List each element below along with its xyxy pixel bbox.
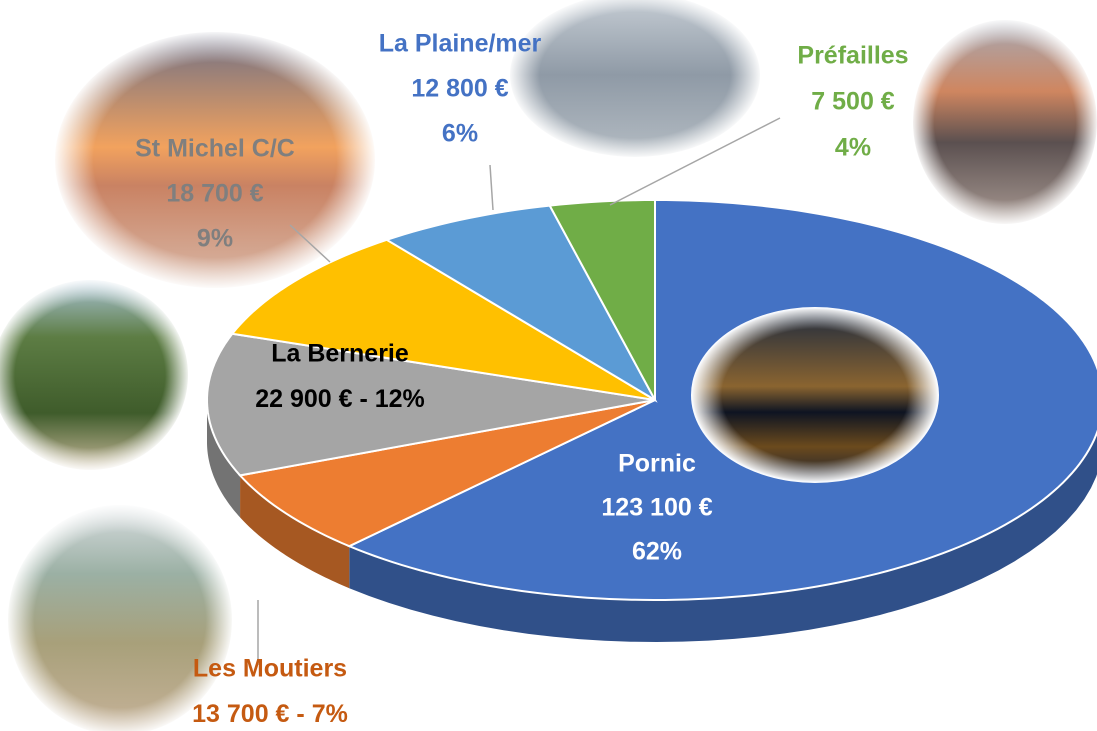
pie (206, 198, 1097, 642)
category-label: La Plaine/mer (379, 30, 542, 58)
leader-lines (257, 117, 781, 665)
data-label: 13 700 € - 7% (192, 700, 348, 728)
value-label: 22 900 € (255, 385, 352, 413)
label-separator: - (296, 700, 304, 728)
value-label: 7 500 € (811, 88, 895, 116)
leader-line (289, 224, 331, 263)
category-label: Préfailles (797, 42, 908, 70)
percent-label: 7% (312, 700, 348, 728)
slice (206, 332, 656, 477)
percent-label: 6% (442, 120, 478, 148)
percent-label: 62% (632, 538, 682, 566)
value-label: 13 700 € (192, 700, 289, 728)
photo-fade (508, 0, 762, 159)
value-label: 18 700 € (166, 180, 263, 208)
leader-line (609, 117, 781, 206)
category-label: Les Moutiers (193, 655, 347, 683)
slice (548, 198, 656, 401)
label-separator: - (359, 385, 367, 413)
category-label: La Bernerie (271, 340, 409, 368)
percent-label: 12% (375, 385, 425, 413)
slice-side (349, 432, 1097, 642)
percent-label: 4% (835, 134, 871, 162)
category-label: Pornic (618, 450, 696, 478)
photo-fade (911, 18, 1097, 226)
photo-fade (0, 278, 190, 472)
slice-side (207, 400, 241, 518)
labels: Pornic 123 100 € 62% Les Moutiers 13 700 € -… (135, 30, 908, 728)
slice (238, 399, 656, 548)
data-label: 22 900 € - 12% (255, 385, 425, 413)
value-label: 12 800 € (411, 75, 508, 103)
slice (230, 238, 656, 401)
photo-fade (6, 503, 234, 731)
percent-label: 9% (197, 225, 233, 253)
leader-line (489, 164, 494, 211)
photo-fade (53, 30, 377, 290)
photos-front (691, 307, 939, 483)
photo-fade (691, 307, 939, 483)
category-label: St Michel C/C (135, 135, 295, 163)
value-label: 123 100 € (601, 494, 712, 522)
slice (384, 204, 658, 403)
slice-side (240, 475, 350, 589)
